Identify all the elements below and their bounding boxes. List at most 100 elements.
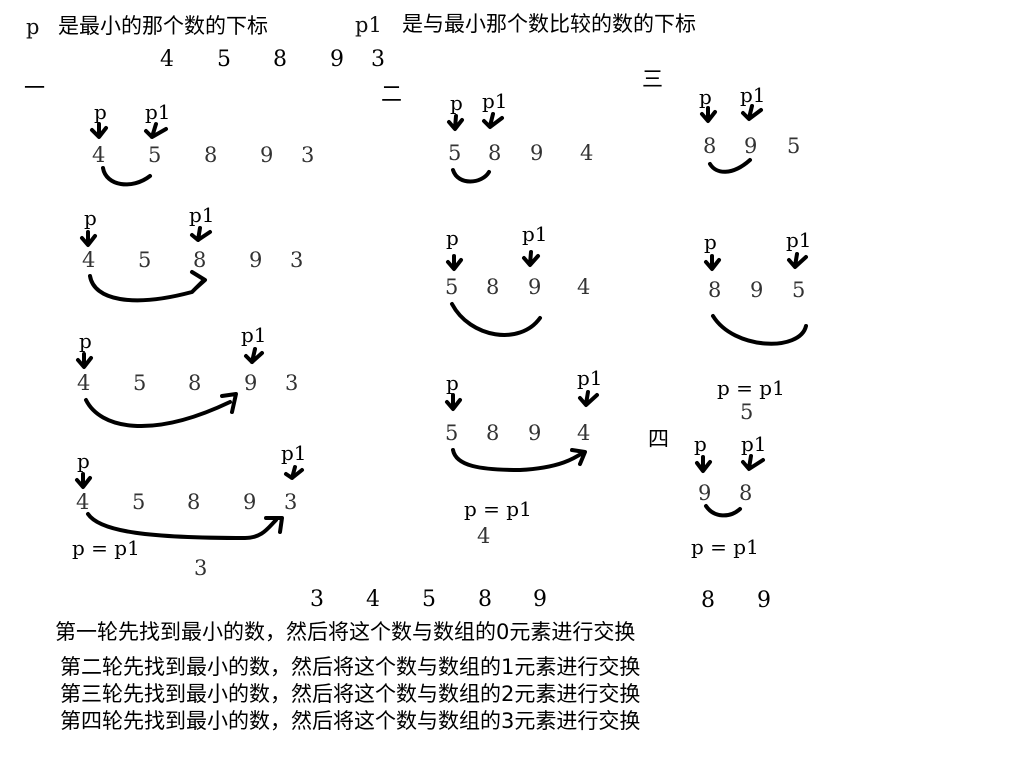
pointer-arrow-p xyxy=(446,254,463,271)
pointer-arrow-p xyxy=(75,472,92,489)
array-value: 8 xyxy=(486,421,500,445)
explanation-line-3: 第三轮先找到最小的数，然后将这个数与数组的2元素进行交换 xyxy=(60,682,641,706)
initial-array-item: 8 xyxy=(273,47,287,72)
p-description: 是最小的那个数的下标 xyxy=(58,14,268,38)
array-value: 8 xyxy=(486,275,500,299)
result-value: 5 xyxy=(740,400,754,424)
array-value: 5 xyxy=(138,248,152,272)
pointer-p1: p1 xyxy=(145,100,171,124)
comparison-arc xyxy=(708,158,752,174)
pointer-arrow-p1 xyxy=(741,454,765,471)
sorted-array-item: 5 xyxy=(422,587,436,612)
array-value: 9 xyxy=(530,141,544,165)
pointer-p: p xyxy=(704,230,717,254)
pointer-p1: p1 xyxy=(522,222,548,246)
pointer-arrow-p xyxy=(80,230,97,247)
pointer-arrow-p1 xyxy=(144,122,168,139)
array-value: 9 xyxy=(528,421,542,445)
array-value: 9 xyxy=(243,490,257,514)
array-value: 8 xyxy=(488,141,502,165)
array-value: 5 xyxy=(132,490,146,514)
comparison-arc xyxy=(101,166,152,187)
array-value: 8 xyxy=(188,371,202,395)
sorted-array-item: 8 xyxy=(478,587,492,612)
array-value: 4 xyxy=(82,248,96,272)
pointer-p: p xyxy=(77,449,90,473)
sorted-array-item: 4 xyxy=(366,587,380,612)
pointer-arrow-p xyxy=(447,114,464,131)
pointer-arrow-p xyxy=(76,352,93,369)
p-symbol: p xyxy=(26,15,40,39)
array-value: 9 xyxy=(744,134,758,158)
sorted-tail-item: 8 xyxy=(701,588,715,613)
initial-array-item: 9 xyxy=(330,47,344,72)
pointer-p1: p1 xyxy=(741,432,767,456)
sorted-array-item: 3 xyxy=(310,587,324,612)
pointer-arrow-p xyxy=(704,254,721,271)
array-value: 5 xyxy=(787,134,801,158)
pointer-arrow-p1 xyxy=(190,226,212,242)
pointer-p: p xyxy=(450,91,463,115)
pointer-p1: p1 xyxy=(281,441,307,465)
array-value: 5 xyxy=(792,278,806,302)
array-value: 4 xyxy=(76,490,90,514)
pointer-p1: p1 xyxy=(786,228,812,252)
array-value: 9 xyxy=(698,481,712,505)
result-equation: p = p1 xyxy=(464,497,532,521)
round-label-4: 四 xyxy=(648,427,669,451)
result-equation: p = p1 xyxy=(717,376,785,400)
pointer-p: p xyxy=(94,100,107,124)
pointer-p1: p1 xyxy=(740,83,766,107)
explanation-line-2: 第二轮先找到最小的数，然后将这个数与数组的1元素进行交换 xyxy=(60,655,641,679)
array-value: 9 xyxy=(528,275,542,299)
pointer-arrow-p1 xyxy=(741,104,763,121)
array-value: 9 xyxy=(249,248,263,272)
explanation-line-4: 第四轮先找到最小的数，然后将这个数与数组的3元素进行交换 xyxy=(60,709,641,733)
array-value: 9 xyxy=(260,143,274,167)
array-value: 8 xyxy=(703,134,717,158)
array-value: 5 xyxy=(445,421,459,445)
pointer-p: p xyxy=(694,432,707,456)
comparison-arrow xyxy=(88,270,207,303)
pointer-p1: p1 xyxy=(577,366,603,390)
comparison-arc xyxy=(711,314,808,346)
array-value: 3 xyxy=(284,490,298,514)
pointer-arrow-p1 xyxy=(522,250,540,267)
array-value: 5 xyxy=(148,143,162,167)
p1-description: 是与最小那个数比较的数的下标 xyxy=(402,12,696,36)
comparison-arrow xyxy=(84,392,238,428)
pointer-p: p xyxy=(79,329,92,353)
pointer-arrow-p1 xyxy=(787,252,808,269)
array-value: 8 xyxy=(193,248,207,272)
sorted-array-item: 9 xyxy=(533,587,547,612)
initial-array-item: 4 xyxy=(160,47,174,72)
pointer-p1: p1 xyxy=(482,89,508,113)
pointer-p: p xyxy=(84,206,97,230)
pointer-arrow-p1 xyxy=(284,465,304,480)
result-value: 3 xyxy=(194,556,208,580)
round-label-1: 一 xyxy=(24,76,45,100)
pointer-arrow-p xyxy=(695,455,712,473)
pointer-arrow-p1 xyxy=(578,390,599,407)
comparison-arc xyxy=(704,504,742,518)
pointer-arrow-p xyxy=(90,122,108,139)
result-equation: p = p1 xyxy=(72,536,140,560)
comparison-arrow xyxy=(451,448,587,472)
pointer-p1: p1 xyxy=(241,323,267,347)
array-value: 5 xyxy=(445,275,459,299)
pointer-arrow-p1 xyxy=(244,347,264,364)
pointer-arrow-p1 xyxy=(482,112,504,129)
result-equation: p = p1 xyxy=(691,535,759,559)
array-value: 5 xyxy=(448,141,462,165)
pointer-p: p xyxy=(446,371,459,395)
round-label-3: 三 xyxy=(642,67,663,91)
initial-array-item: 5 xyxy=(217,47,231,72)
pointer-p: p xyxy=(699,85,712,109)
array-value: 3 xyxy=(301,143,315,167)
array-value: 8 xyxy=(739,481,753,505)
array-value: 9 xyxy=(244,371,258,395)
result-value: 4 xyxy=(477,524,491,548)
pointer-arrow-p xyxy=(445,393,462,411)
round-label-2: 二 xyxy=(381,82,402,106)
